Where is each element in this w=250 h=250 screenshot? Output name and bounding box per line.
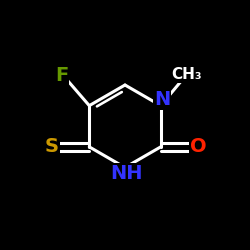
Text: NH: NH (110, 164, 142, 183)
Text: S: S (45, 138, 59, 156)
Text: F: F (55, 66, 68, 85)
Text: O: O (190, 138, 206, 156)
Text: CH₃: CH₃ (172, 67, 202, 82)
Text: N: N (154, 90, 170, 109)
